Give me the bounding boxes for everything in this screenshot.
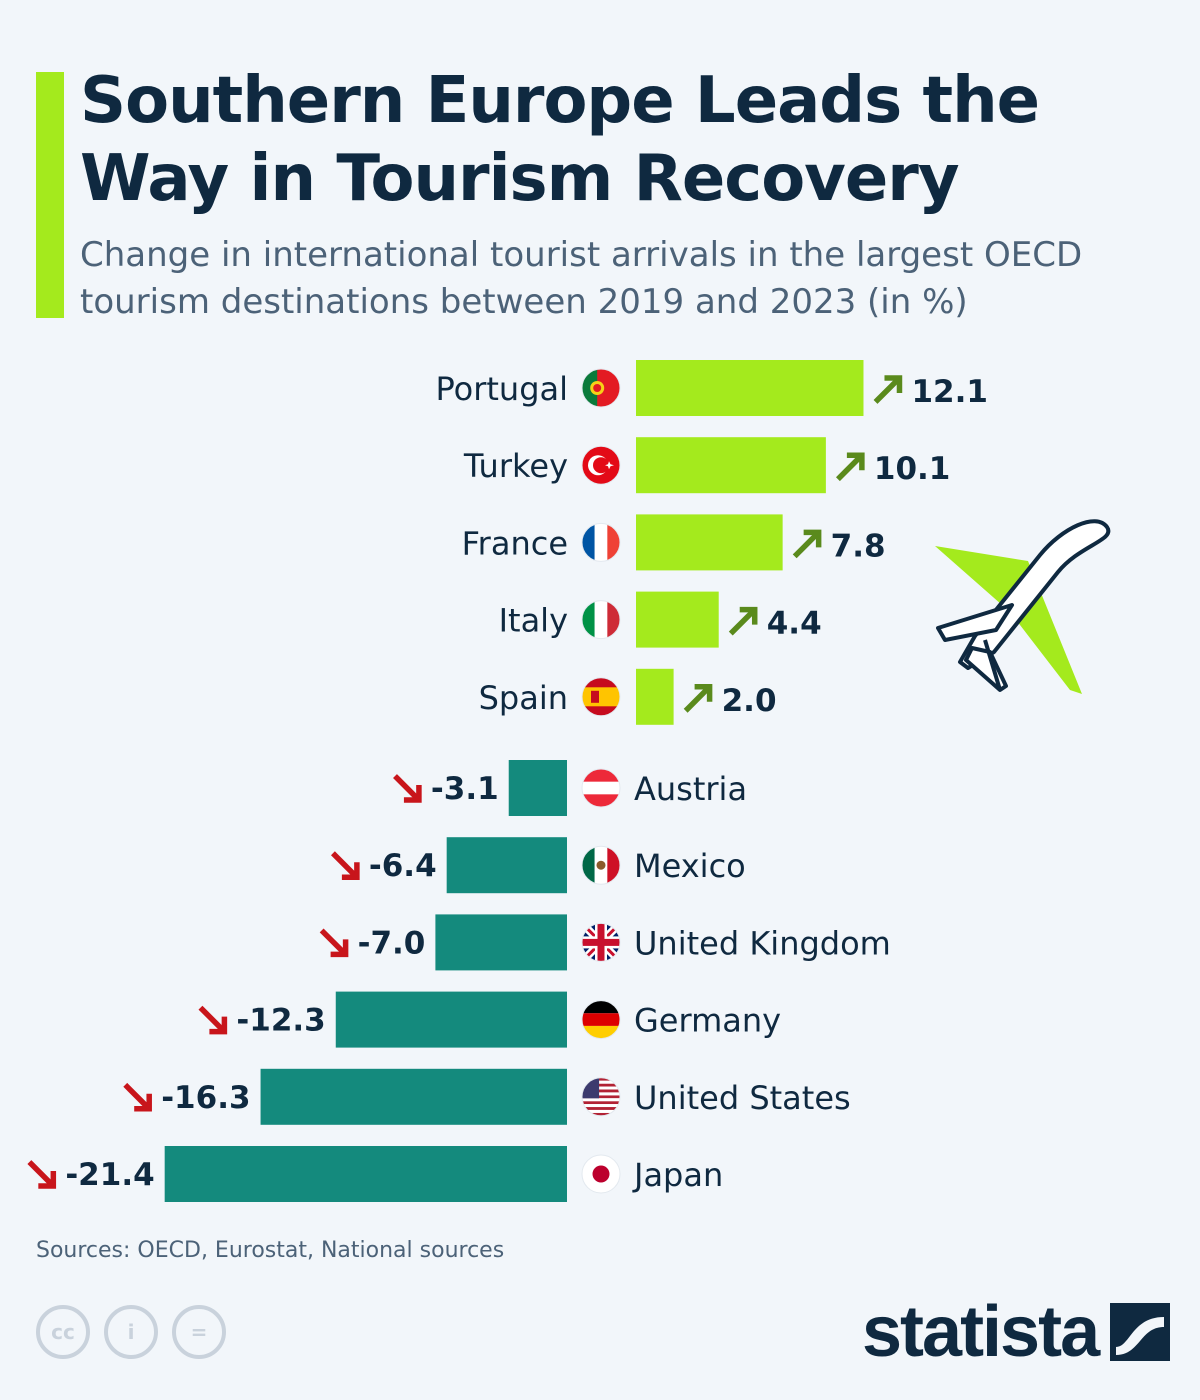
license-icons: cc i = — [36, 1305, 226, 1359]
arrow-down-right-icon — [198, 1005, 228, 1035]
value-label: -3.1 — [431, 771, 499, 807]
bar-turkey — [636, 437, 826, 494]
bar-austria — [508, 760, 567, 816]
airplane-icon — [935, 519, 1111, 694]
arrow-up-right-icon — [728, 606, 758, 636]
category-label: United Kingdom — [634, 924, 891, 962]
germany-flag-icon — [581, 1000, 621, 1040]
category-label: Austria — [634, 770, 747, 808]
portugal-flag-icon — [581, 368, 621, 408]
category-label: Turkey — [463, 447, 568, 485]
bar-japan — [164, 1146, 567, 1202]
united-states-flag-icon — [581, 1077, 621, 1117]
arrow-down-right-icon — [330, 851, 360, 880]
arrow-up-right-icon — [873, 375, 903, 404]
arrow-up-right-icon — [835, 452, 865, 482]
arrow-down-right-icon — [393, 774, 422, 803]
arrow-up-right-icon — [683, 684, 713, 713]
italy-flag-icon — [581, 600, 621, 640]
chart-title: Southern Europe Leads the Way in Tourism… — [80, 64, 1040, 216]
category-label: Japan — [632, 1156, 723, 1194]
bar-portugal — [636, 360, 864, 416]
japan-flag-icon — [581, 1154, 621, 1194]
chart-subtitle: Change in international tourist arrivals… — [80, 235, 1083, 322]
mexico-flag-icon — [581, 845, 621, 885]
title-accent-bar — [36, 72, 64, 318]
bar-france — [636, 514, 783, 571]
value-label: -12.3 — [236, 1003, 325, 1039]
bar-spain — [636, 668, 674, 725]
arrow-down-right-icon — [123, 1082, 152, 1112]
france-flag-icon — [581, 522, 621, 562]
value-label: 7.8 — [831, 528, 886, 564]
category-label: Italy — [499, 602, 568, 640]
bar-chart: Portugal 12.1 Turkey 10.1 France 7.8 Italy 4.4 S… — [27, 360, 1111, 1202]
austria-flag-icon — [581, 768, 621, 808]
arrow-down-right-icon — [319, 928, 349, 958]
source-note: Sources: OECD, Eurostat, National source… — [36, 1238, 505, 1263]
bar-italy — [636, 591, 719, 648]
spain-flag-icon — [581, 677, 621, 717]
category-label: Spain — [479, 679, 568, 717]
no-derivatives-icon[interactable]: = — [172, 1305, 226, 1359]
arrow-up-right-icon — [792, 529, 822, 559]
value-label: -21.4 — [65, 1157, 154, 1193]
bar-mexico — [446, 837, 567, 894]
category-label: Mexico — [634, 847, 746, 885]
value-label: -16.3 — [161, 1080, 250, 1116]
value-label: 10.1 — [874, 451, 951, 487]
value-label: 12.1 — [911, 374, 988, 410]
statista-logo[interactable]: statista — [862, 1292, 1171, 1372]
value-label: 2.0 — [722, 683, 777, 719]
statista-mark-icon — [1110, 1303, 1171, 1361]
creative-commons-icon[interactable]: cc — [36, 1305, 90, 1359]
arrow-down-right-icon — [27, 1160, 57, 1189]
bar-united-states — [260, 1068, 567, 1125]
united-kingdom-flag-icon — [581, 922, 621, 962]
bar-germany — [335, 991, 567, 1048]
bar-united-kingdom — [435, 914, 567, 971]
value-label: -6.4 — [369, 848, 437, 884]
value-label: -7.0 — [358, 925, 426, 961]
category-label: United States — [634, 1079, 851, 1117]
value-label: 4.4 — [767, 606, 822, 642]
attribution-icon[interactable]: i — [104, 1305, 158, 1359]
brand-name: statista — [862, 1292, 1100, 1372]
category-label: Germany — [634, 1002, 781, 1040]
turkey-flag-icon — [581, 445, 621, 485]
category-label: France — [462, 524, 568, 562]
category-label: Portugal — [435, 370, 568, 408]
